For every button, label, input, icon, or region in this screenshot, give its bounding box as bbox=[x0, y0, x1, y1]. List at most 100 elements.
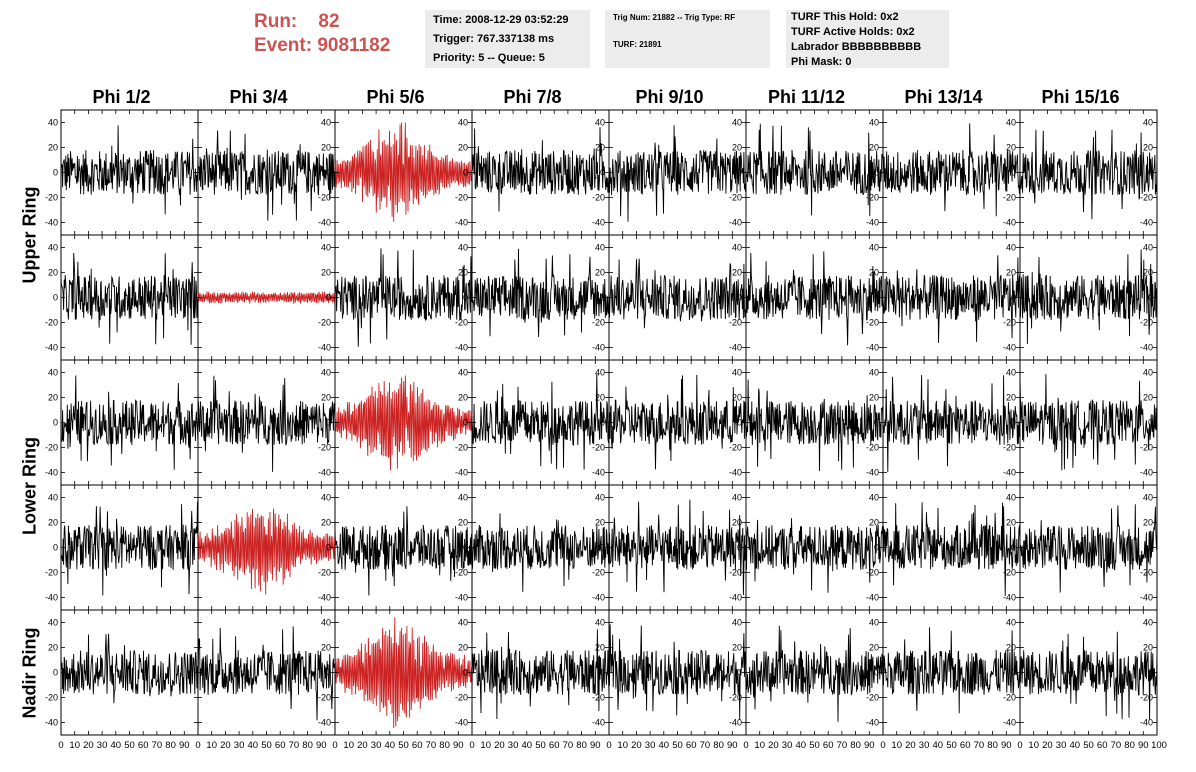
column-header-phi-13-14: Phi 13/14 bbox=[904, 87, 983, 107]
y-tick-label: -20 bbox=[592, 318, 605, 328]
waveform-trace bbox=[745, 625, 884, 722]
y-tick-label: -40 bbox=[592, 593, 605, 603]
x-tick-label: 20 bbox=[83, 740, 94, 751]
y-tick-label: 40 bbox=[869, 493, 879, 503]
y-tick-label: -20 bbox=[729, 568, 742, 578]
x-tick-label: 60 bbox=[275, 740, 286, 751]
y-tick-label: 40 bbox=[321, 118, 331, 128]
y-tick-label: 40 bbox=[732, 118, 742, 128]
turf-info-box: TURF This Hold: 0x2 TURF Active Holds: 0… bbox=[786, 10, 949, 68]
y-tick-label: 0 bbox=[737, 418, 742, 428]
y-tick-label: 0 bbox=[1011, 668, 1016, 678]
y-tick-label: -20 bbox=[45, 318, 58, 328]
x-tick-label: 0 bbox=[606, 740, 611, 751]
x-tick-label: 80 bbox=[439, 740, 450, 751]
y-tick-label: 0 bbox=[600, 543, 605, 553]
y-tick-label: 40 bbox=[732, 493, 742, 503]
x-tick-label: 50 bbox=[946, 740, 957, 751]
y-tick-label: 40 bbox=[1006, 493, 1016, 503]
y-tick-label: 0 bbox=[463, 668, 468, 678]
y-tick-label: -40 bbox=[729, 468, 742, 478]
x-tick-label: 20 bbox=[631, 740, 642, 751]
x-tick-label: 20 bbox=[768, 740, 779, 751]
y-tick-label: 40 bbox=[321, 618, 331, 628]
y-tick-label: -20 bbox=[318, 693, 331, 703]
y-tick-label: 40 bbox=[732, 368, 742, 378]
x-tick-label: 90 bbox=[590, 740, 601, 751]
x-tick-label: 70 bbox=[837, 740, 848, 751]
y-tick-label: -40 bbox=[1003, 718, 1016, 728]
waveform-trace bbox=[60, 125, 199, 215]
y-tick-label: 0 bbox=[1011, 418, 1016, 428]
y-tick-label: 0 bbox=[1148, 668, 1153, 678]
y-tick-label: -20 bbox=[1003, 318, 1016, 328]
y-tick-label: 40 bbox=[458, 243, 468, 253]
waveform-trace bbox=[334, 506, 473, 596]
y-tick-label: -40 bbox=[729, 343, 742, 353]
y-tick-label: -20 bbox=[729, 193, 742, 203]
y-tick-label: -20 bbox=[318, 318, 331, 328]
x-tick-label: 0 bbox=[1017, 740, 1022, 751]
y-tick-label: 0 bbox=[53, 418, 58, 428]
y-tick-label: -40 bbox=[866, 218, 879, 228]
waveform-trace bbox=[608, 499, 747, 596]
y-tick-label: -20 bbox=[866, 568, 879, 578]
y-tick-label: 0 bbox=[874, 668, 879, 678]
y-tick-label: 20 bbox=[595, 393, 605, 403]
y-tick-label: 0 bbox=[874, 418, 879, 428]
x-tick-label: 90 bbox=[453, 740, 464, 751]
x-tick-label: 90 bbox=[1138, 740, 1149, 751]
y-tick-label: -40 bbox=[45, 593, 58, 603]
highlighted-trace bbox=[334, 617, 473, 729]
waveform-trace bbox=[471, 513, 610, 592]
y-tick-label: -20 bbox=[592, 193, 605, 203]
y-tick-label: -40 bbox=[1140, 593, 1153, 603]
y-tick-label: 20 bbox=[595, 518, 605, 528]
x-tick-label: 90 bbox=[864, 740, 875, 751]
turf-line: TURF: 21891 bbox=[613, 40, 662, 49]
y-tick-label: 0 bbox=[326, 293, 331, 303]
x-tick-label: 10 bbox=[206, 740, 217, 751]
y-tick-label: 20 bbox=[732, 143, 742, 153]
y-tick-label: 40 bbox=[1006, 118, 1016, 128]
y-tick-label: 20 bbox=[1006, 518, 1016, 528]
event-value: 9081182 bbox=[317, 35, 391, 56]
waveform-trace bbox=[471, 248, 610, 338]
y-tick-label: 0 bbox=[326, 168, 331, 178]
y-tick-label: -20 bbox=[1140, 318, 1153, 328]
x-tick-label: 70 bbox=[152, 740, 163, 751]
y-tick-label: -40 bbox=[318, 218, 331, 228]
y-tick-label: 40 bbox=[48, 618, 58, 628]
y-tick-label: 40 bbox=[48, 243, 58, 253]
column-header-phi-1-2: Phi 1/2 bbox=[92, 87, 151, 107]
y-tick-label: -20 bbox=[729, 693, 742, 703]
y-tick-label: -20 bbox=[45, 443, 58, 453]
y-tick-label: -20 bbox=[318, 568, 331, 578]
waveform-trace bbox=[1019, 129, 1158, 220]
turf-active-holds-line: TURF Active Holds: 0x2 bbox=[791, 26, 915, 38]
x-tick-label: 20 bbox=[905, 740, 916, 751]
y-tick-label: -40 bbox=[45, 468, 58, 478]
y-tick-label: 20 bbox=[321, 393, 331, 403]
x-tick-label: 40 bbox=[659, 740, 670, 751]
x-tick-label: 0 bbox=[880, 740, 885, 751]
y-tick-label: -20 bbox=[455, 443, 468, 453]
column-header-phi-7-8: Phi 7/8 bbox=[503, 87, 562, 107]
y-tick-label: 20 bbox=[1006, 143, 1016, 153]
y-tick-label: 20 bbox=[321, 643, 331, 653]
y-tick-label: -20 bbox=[729, 318, 742, 328]
waveform-trace bbox=[197, 130, 336, 221]
y-tick-label: 40 bbox=[1143, 243, 1153, 253]
y-tick-label: 20 bbox=[48, 268, 58, 278]
y-tick-label: 20 bbox=[869, 143, 879, 153]
run-label: Run: bbox=[254, 11, 298, 32]
y-tick-label: -20 bbox=[866, 318, 879, 328]
x-tick-label: 50 bbox=[535, 740, 546, 751]
x-tick-label: 70 bbox=[289, 740, 300, 751]
y-tick-label: 40 bbox=[732, 618, 742, 628]
y-tick-label: 0 bbox=[1011, 168, 1016, 178]
y-tick-label: 40 bbox=[1143, 118, 1153, 128]
y-tick-label: 20 bbox=[595, 643, 605, 653]
y-tick-label: 20 bbox=[1006, 268, 1016, 278]
y-tick-label: 20 bbox=[732, 518, 742, 528]
